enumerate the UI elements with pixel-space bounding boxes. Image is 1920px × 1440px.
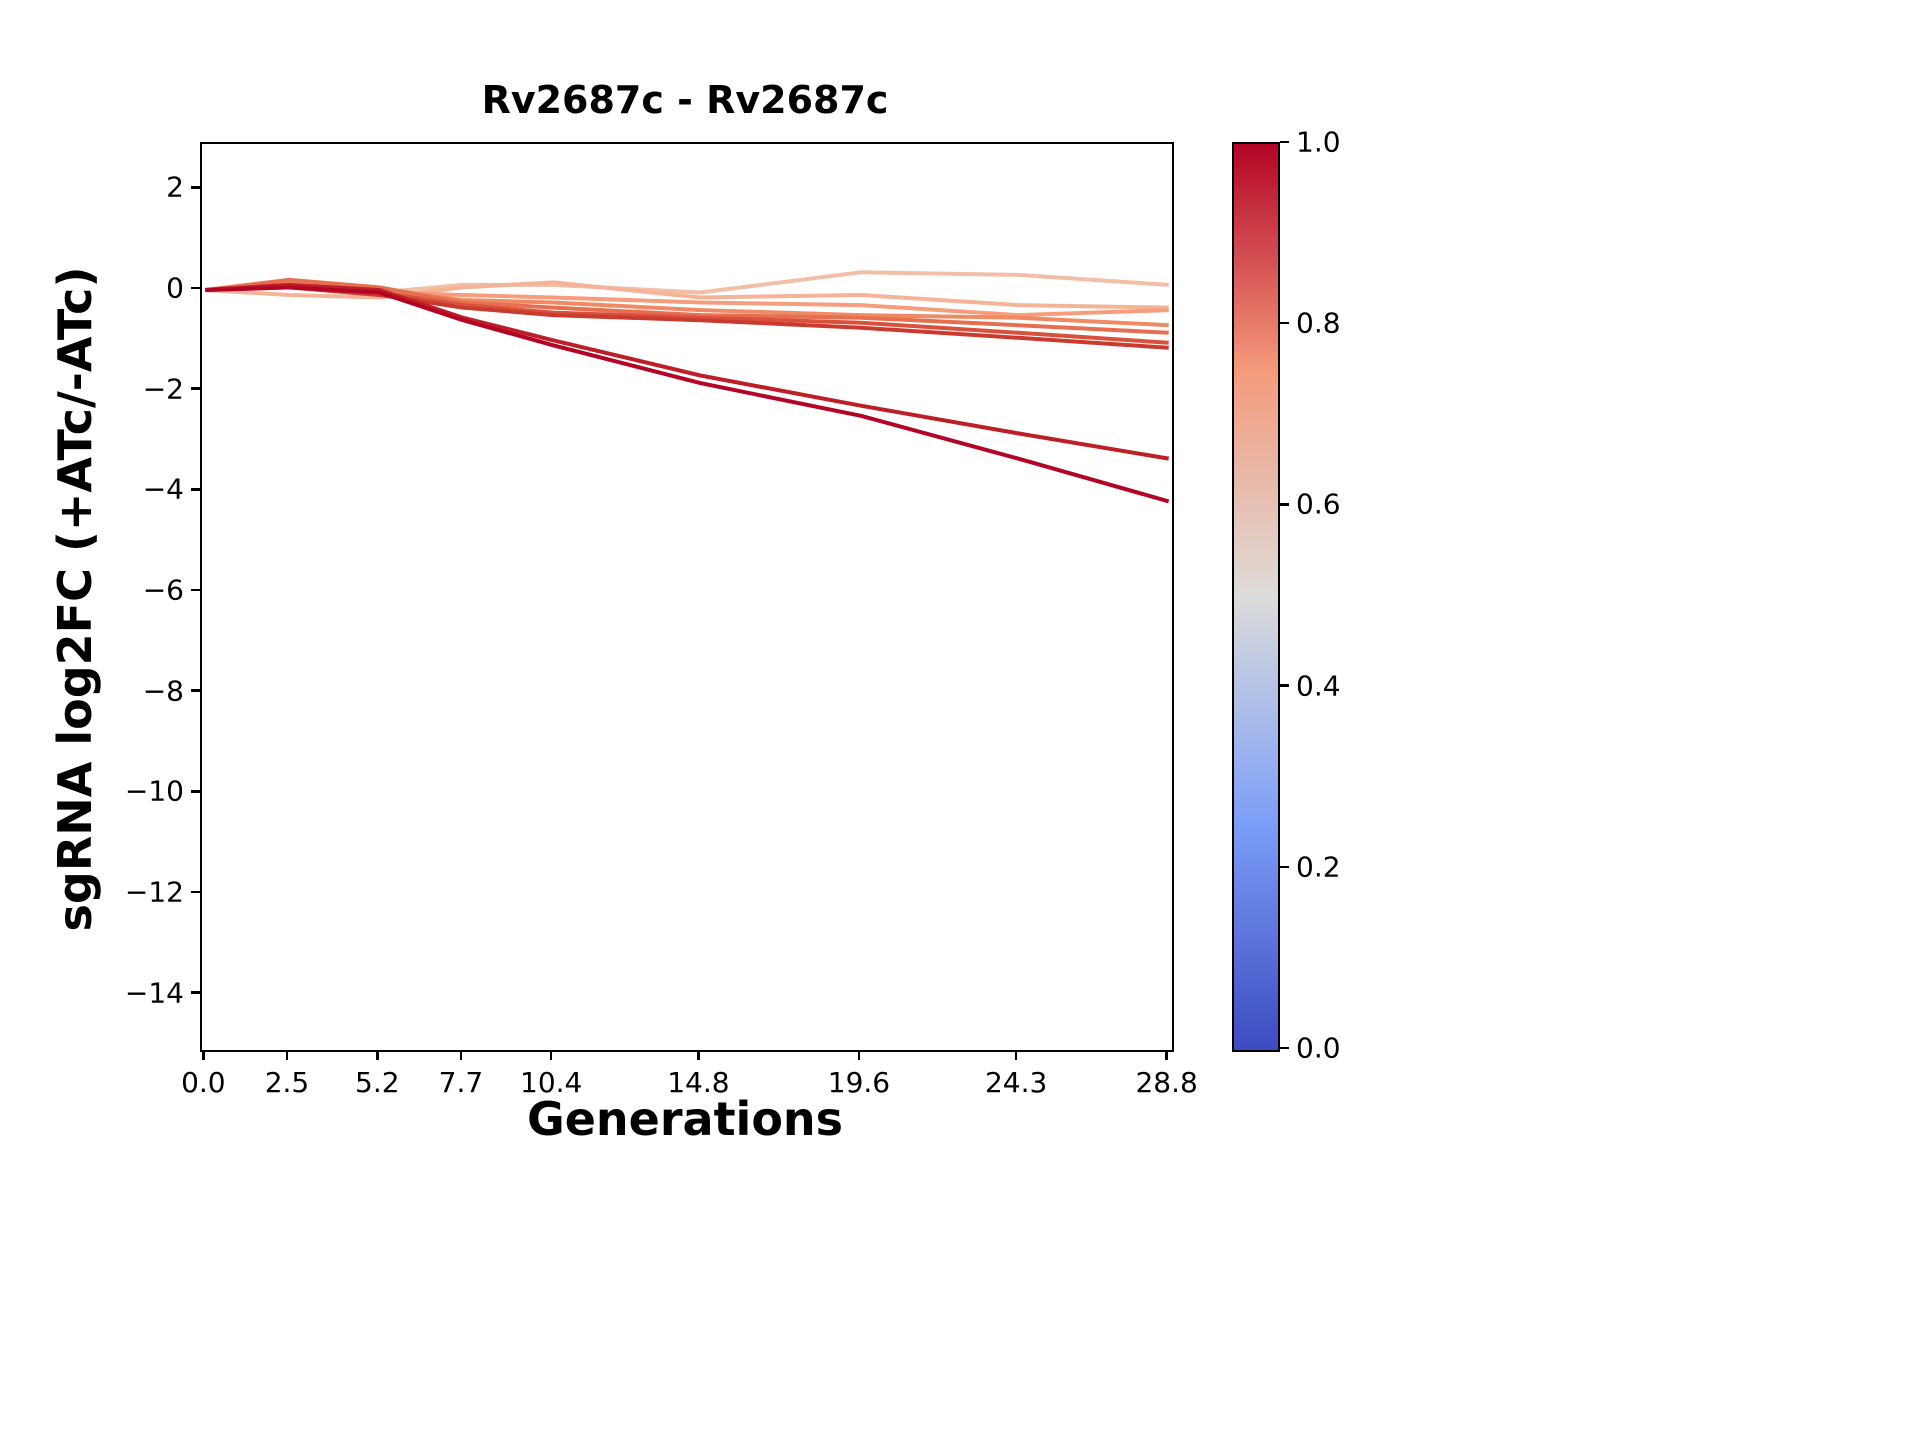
y-tick-label: −14 [124,976,184,1010]
x-tick-label: 24.3 [984,1066,1048,1099]
x-tick-mark [1014,1050,1018,1060]
x-tick-mark [697,1050,700,1060]
y-tick-label: 2 [166,170,184,204]
x-tick-mark [202,1050,205,1060]
y-tick-mark [191,488,200,491]
series-lines-svg [205,270,1170,504]
x-tick-label: 5.2 [355,1066,400,1099]
x-tick-label: 14.8 [667,1066,730,1099]
y-tick-mark [191,387,200,390]
colorbar-tick-label: 0.6 [1296,487,1341,521]
chart-title: Rv2687c - Rv2687c [481,78,889,122]
series-line-sgrna-8 [205,282,1170,461]
colorbar-tick-label: 1.0 [1296,125,1341,159]
series-line-sgrna-9 [205,285,1170,504]
y-tick-mark [191,890,200,894]
y-tick-mark [191,991,200,994]
x-tick-label: 10.4 [520,1066,583,1099]
y-tick-mark [191,689,200,692]
y-tick-mark [191,790,200,793]
x-tick-label: 28.8 [1135,1066,1198,1099]
colorbar-tick-mark [1280,684,1289,687]
x-axis-label: Generations [526,1092,844,1146]
y-axis-label: sgRNA log2FC (+ATc/-ATc) [48,266,102,932]
x-tick-label: 19.6 [827,1066,891,1099]
colorbar-tick-mark [1280,321,1289,325]
series-line-sgrna-5 [205,277,1169,335]
colorbar-tick-label: 0.2 [1296,850,1341,884]
colorbar-tick-label: 0.0 [1296,1031,1341,1065]
y-tick-label: −8 [142,674,184,708]
x-tick-mark [1165,1050,1168,1060]
colorbar [1232,142,1280,1052]
x-tick-mark [459,1050,463,1060]
x-tick-mark [857,1050,861,1060]
colorbar-tick-mark [1280,503,1289,506]
x-tick-label: 2.5 [264,1066,310,1099]
colorbar-tick-mark [1280,1046,1289,1050]
y-tick-label: −6 [142,573,184,607]
x-tick-label: 7.7 [438,1066,484,1099]
x-tick-mark [285,1050,289,1060]
series-line-sgrna-2 [205,280,1169,310]
y-tick-label: 0 [166,271,184,305]
colorbar-tick-mark [1280,865,1289,869]
y-tick-label: −10 [124,774,184,808]
x-tick-mark [376,1050,379,1060]
y-tick-mark [191,186,200,189]
colorbar-tick-label: 0.8 [1296,306,1341,340]
y-tick-label: −12 [124,875,184,909]
plot-area [200,142,1174,1052]
x-tick-mark [549,1050,553,1060]
x-tick-label: 0.0 [181,1066,226,1099]
colorbar-tick-mark [1280,140,1289,144]
colorbar-tick-label: 0.4 [1296,669,1341,703]
y-tick-label: −2 [142,372,184,406]
y-tick-mark [191,588,200,592]
y-tick-mark [191,286,200,290]
y-tick-label: −4 [142,472,184,506]
